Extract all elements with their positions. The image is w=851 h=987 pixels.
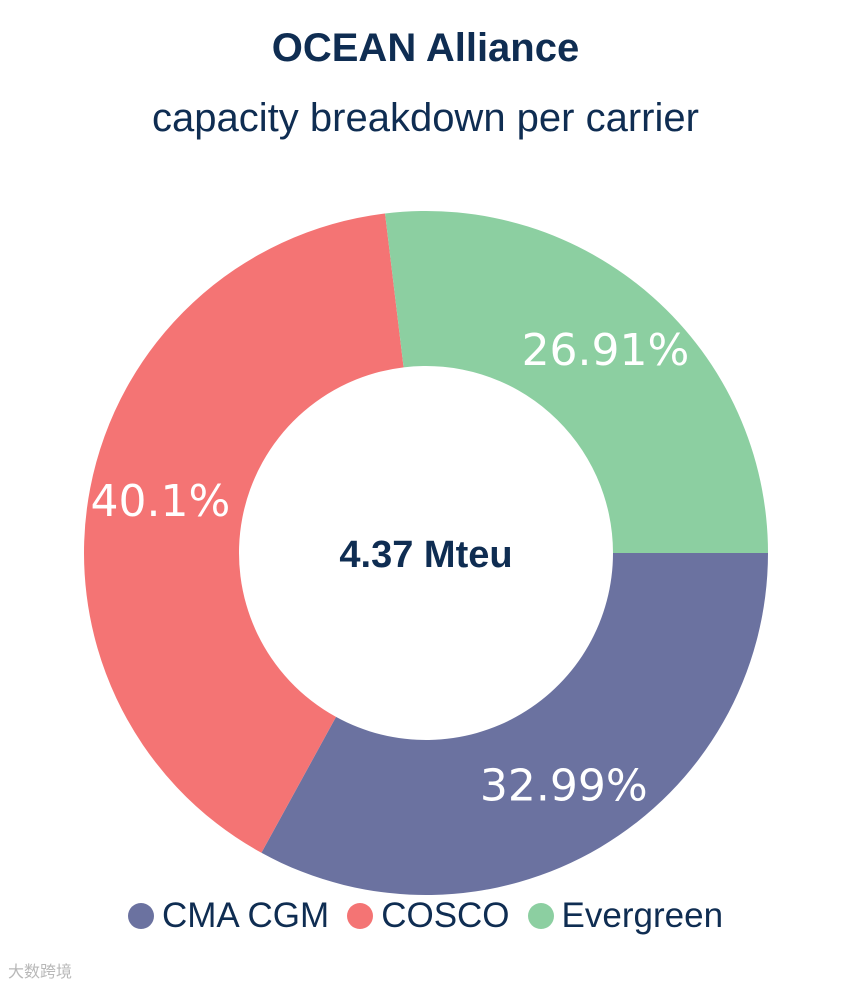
legend-swatch-cma-cgm xyxy=(127,903,154,929)
donut-chart: 32.99% 40.1% 26.91% 4.37 Mteu xyxy=(83,210,768,895)
legend-swatch-evergreen xyxy=(527,903,554,929)
chart-subtitle: capacity breakdown per carrier xyxy=(152,96,699,140)
data-label-evergreen: 26.91% xyxy=(522,325,690,376)
slice-evergreen xyxy=(385,210,768,553)
legend-item-cma-cgm: CMA CGM xyxy=(127,896,330,936)
data-label-cma-cgm: 32.99% xyxy=(480,760,648,811)
legend-label-cma-cgm: CMA CGM xyxy=(161,896,330,935)
legend-swatch-cosco xyxy=(347,903,374,929)
legend-label-evergreen: Evergreen xyxy=(561,896,724,935)
legend-item-cosco: COSCO xyxy=(347,896,510,936)
legend-item-evergreen: Evergreen xyxy=(527,896,724,936)
slice-cosco xyxy=(83,213,404,853)
slice-cma-cgm xyxy=(261,553,768,895)
watermark-logo: 大数跨境 xyxy=(8,962,73,981)
data-label-cosco: 40.1% xyxy=(91,476,231,527)
center-total-label: 4.37 Mteu xyxy=(339,534,512,576)
legend-label-cosco: COSCO xyxy=(381,896,510,935)
chart-title: OCEAN Alliance xyxy=(271,26,580,70)
chart-legend: CMA CGM COSCO Evergreen xyxy=(0,896,851,936)
